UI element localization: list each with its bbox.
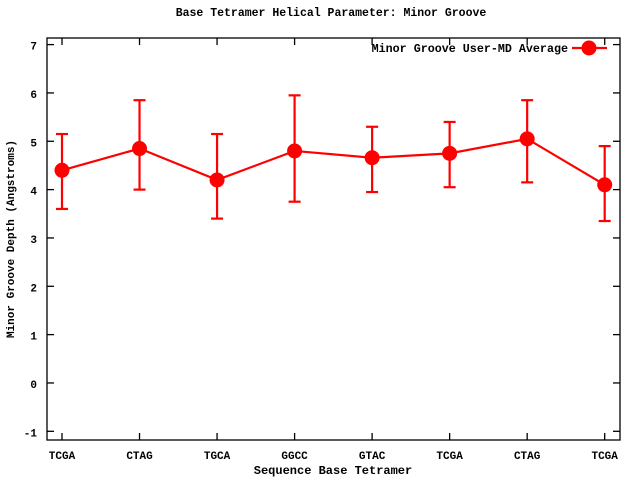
svg-text:6: 6 — [30, 90, 37, 102]
svg-text:GGCC: GGCC — [281, 451, 308, 463]
svg-text:TCGA: TCGA — [436, 451, 463, 463]
svg-text:7: 7 — [30, 42, 37, 54]
svg-text:CTAG: CTAG — [126, 451, 153, 463]
svg-text:Base Tetramer Helical Paramete: Base Tetramer Helical Parameter: Minor G… — [176, 7, 487, 20]
svg-text:2: 2 — [30, 283, 37, 295]
svg-text:3: 3 — [30, 235, 37, 247]
svg-text:4: 4 — [30, 187, 37, 199]
svg-text:0: 0 — [30, 380, 37, 392]
svg-text:Sequence Base Tetramer: Sequence Base Tetramer — [254, 464, 412, 478]
svg-text:Minor Groove Depth (Angstroms): Minor Groove Depth (Angstroms) — [6, 140, 18, 338]
svg-text:1: 1 — [30, 332, 37, 344]
svg-text:Minor Groove User-MD Average: Minor Groove User-MD Average — [372, 42, 568, 56]
svg-text:GTAC: GTAC — [359, 451, 386, 463]
svg-text:-1: -1 — [24, 428, 38, 440]
svg-text:TCGA: TCGA — [591, 451, 618, 463]
svg-text:CTAG: CTAG — [514, 451, 541, 463]
svg-text:5: 5 — [30, 138, 37, 150]
svg-text:TGCA: TGCA — [204, 451, 231, 463]
svg-text:TCGA: TCGA — [49, 451, 76, 463]
